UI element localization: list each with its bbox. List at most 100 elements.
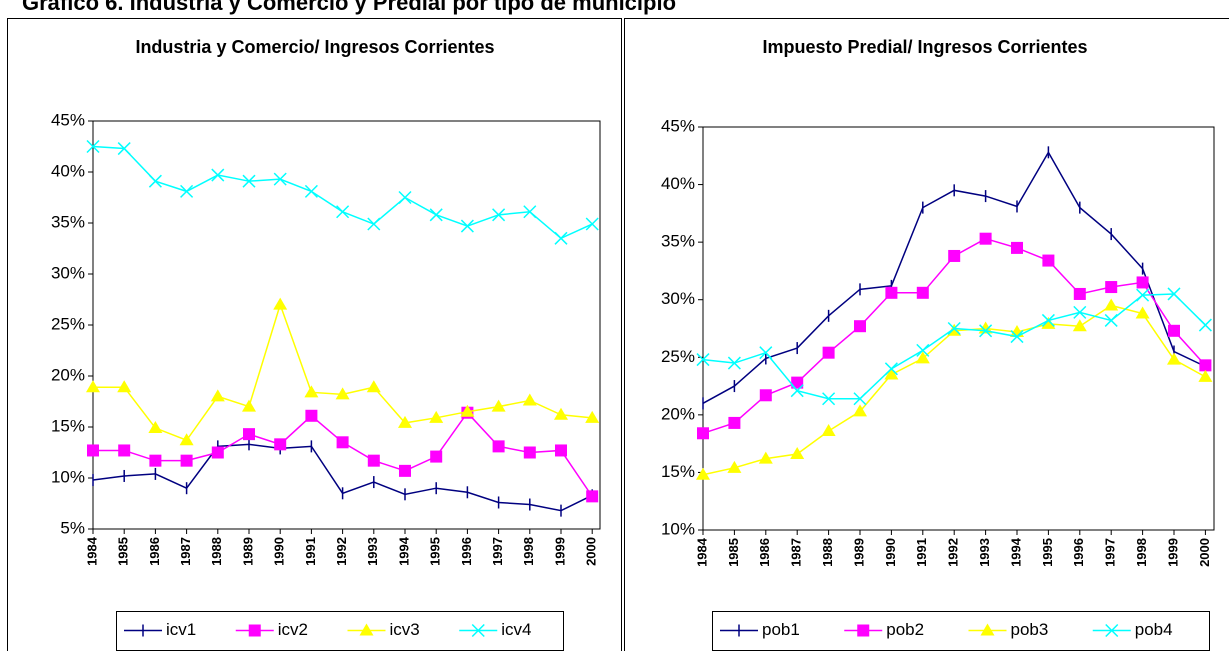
marker <box>1011 242 1023 254</box>
marker <box>249 625 261 637</box>
x-tick-label: 1985 <box>726 538 741 567</box>
marker <box>149 455 161 467</box>
y-tick-label: 15% <box>51 416 85 435</box>
chart-title: Industria y Comercio/ Ingresos Corriente… <box>135 37 494 57</box>
x-tick-label: 1995 <box>428 537 443 566</box>
y-tick-label: 25% <box>51 314 85 333</box>
x-tick-label: 1986 <box>757 538 772 567</box>
marker <box>555 232 567 244</box>
marker <box>1199 319 1211 331</box>
x-tick-label: 1989 <box>240 537 255 566</box>
marker <box>728 417 740 429</box>
marker <box>948 250 960 262</box>
x-tick-label: 1990 <box>883 538 898 567</box>
marker <box>823 347 835 359</box>
legend-label: icv1 <box>166 620 196 639</box>
figure-title: Gráfico 6. Industria y Comercio y Predia… <box>22 0 676 15</box>
series-line <box>703 239 1205 434</box>
marker <box>399 192 411 204</box>
marker <box>461 220 473 232</box>
y-tick-label: 10% <box>51 467 85 486</box>
y-tick-label: 10% <box>661 519 695 538</box>
x-tick-label: 1984 <box>694 537 709 567</box>
x-tick-label: 1999 <box>552 537 567 566</box>
marker <box>212 447 224 459</box>
y-tick-label: 40% <box>661 174 695 193</box>
marker <box>697 427 709 439</box>
marker <box>305 185 317 197</box>
legend-label: pob4 <box>1135 620 1173 639</box>
y-tick-label: 45% <box>661 116 695 135</box>
marker <box>555 444 567 456</box>
marker <box>1105 281 1117 293</box>
y-tick-label: 35% <box>51 212 85 231</box>
legend-label: icv4 <box>501 620 531 639</box>
legend-label: pob1 <box>762 620 800 639</box>
marker <box>1104 298 1118 310</box>
marker <box>586 218 598 230</box>
x-tick-label: 1987 <box>178 537 193 566</box>
y-tick-label: 35% <box>661 232 695 251</box>
marker <box>368 218 380 230</box>
marker <box>86 380 100 392</box>
x-tick-label: 1988 <box>209 537 224 566</box>
legend-label: icv2 <box>278 620 308 639</box>
marker <box>1199 359 1211 371</box>
series-line <box>93 413 592 497</box>
x-tick-label: 1993 <box>365 537 380 566</box>
x-tick-label: 1997 <box>1103 538 1118 567</box>
marker <box>180 433 194 445</box>
x-tick-label: 1997 <box>490 537 505 566</box>
marker <box>118 444 130 456</box>
marker <box>917 287 929 299</box>
marker <box>117 380 131 392</box>
marker <box>273 298 287 310</box>
marker <box>367 380 381 392</box>
marker <box>337 206 349 218</box>
marker <box>399 465 411 477</box>
x-tick-label: 1988 <box>820 538 835 567</box>
x-tick-label: 1996 <box>459 537 474 566</box>
x-tick-label: 2000 <box>1197 538 1212 567</box>
marker <box>305 410 317 422</box>
marker <box>181 455 193 467</box>
marker <box>368 455 380 467</box>
x-tick-label: 1993 <box>977 538 992 567</box>
x-tick-label: 1987 <box>789 538 804 567</box>
x-tick-label: 1994 <box>396 536 411 566</box>
marker <box>87 444 99 456</box>
marker <box>523 393 537 405</box>
marker <box>760 389 772 401</box>
x-tick-label: 1999 <box>1165 538 1180 567</box>
x-tick-label: 1992 <box>334 537 349 566</box>
marker <box>980 233 992 245</box>
legend-label: pob3 <box>1011 620 1049 639</box>
y-tick-label: 30% <box>51 263 85 282</box>
marker <box>211 389 225 401</box>
x-tick-label: 1998 <box>521 537 536 566</box>
y-tick-label: 20% <box>51 365 85 384</box>
marker <box>1074 306 1086 318</box>
legend-label: pob2 <box>886 620 924 639</box>
x-tick-label: 1992 <box>946 538 961 567</box>
marker <box>243 428 255 440</box>
marker <box>430 451 442 463</box>
x-tick-label: 1996 <box>1071 538 1086 567</box>
marker <box>1198 370 1212 382</box>
marker <box>1105 314 1117 326</box>
marker <box>554 408 568 420</box>
x-tick-label: 2000 <box>584 537 599 566</box>
x-tick-label: 1998 <box>1134 538 1149 567</box>
marker <box>149 175 161 187</box>
series-line <box>93 444 592 510</box>
x-tick-label: 1990 <box>272 537 287 566</box>
plot-area <box>93 121 600 529</box>
y-tick-label: 45% <box>51 110 85 129</box>
marker <box>885 287 897 299</box>
marker <box>1074 288 1086 300</box>
x-tick-label: 1994 <box>1008 537 1023 567</box>
y-tick-label: 5% <box>60 518 85 537</box>
marker <box>586 490 598 502</box>
